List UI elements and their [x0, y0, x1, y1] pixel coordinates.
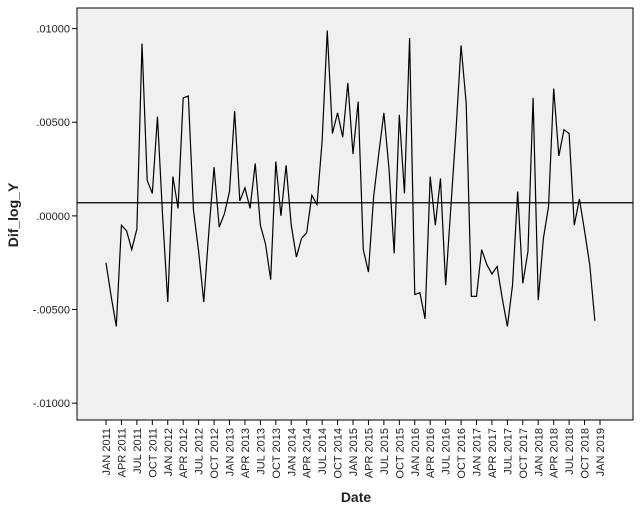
y-tick-label: .00500 — [36, 117, 70, 129]
x-tick-label: JAN 2015 — [348, 428, 360, 476]
data-line — [105, 30, 596, 327]
x-tick-label: JUL 2012 — [194, 428, 206, 475]
y-tick-label: .00000 — [36, 211, 70, 223]
x-tick-label: JUL 2015 — [379, 428, 391, 475]
x-tick-label: APR 2016 — [425, 428, 437, 478]
x-tick-label: APR 2018 — [549, 428, 561, 478]
x-tick-label: APR 2017 — [487, 428, 499, 478]
x-tick-label: OCT 2014 — [333, 428, 345, 479]
x-tick-label: OCT 2012 — [209, 428, 221, 479]
x-tick-label: APR 2014 — [302, 428, 314, 478]
x-tick-label: JUL 2018 — [564, 428, 576, 475]
y-tick-label: -.01000 — [33, 398, 70, 410]
x-tick-label: APR 2015 — [363, 428, 375, 478]
x-tick-label: JAN 2019 — [595, 428, 607, 476]
x-tick-label: JAN 2013 — [225, 428, 237, 476]
x-tick-label: JUL 2013 — [255, 428, 267, 475]
x-tick-label: JAN 2016 — [410, 428, 422, 476]
x-tick-label: JAN 2018 — [533, 428, 545, 476]
y-axis-label: Dif_log_Y — [5, 182, 21, 247]
x-tick-label: JUL 2017 — [502, 428, 514, 475]
x-tick-label: OCT 2018 — [580, 428, 592, 479]
x-tick-label: OCT 2016 — [456, 428, 468, 479]
x-tick-label: OCT 2013 — [271, 428, 283, 479]
x-tick-label: JUL 2014 — [317, 428, 329, 475]
x-tick-label: JAN 2017 — [472, 428, 484, 476]
plot-area — [76, 7, 634, 421]
x-tick-label: JAN 2012 — [163, 428, 175, 476]
x-tick-label: OCT 2015 — [394, 428, 406, 479]
x-axis-label: Date — [341, 489, 372, 505]
x-tick-label: JUL 2016 — [441, 428, 453, 475]
x-tick-label: OCT 2011 — [147, 428, 159, 478]
y-tick-label: .01000 — [36, 24, 70, 36]
x-tick-label: APR 2012 — [178, 428, 190, 478]
x-tick-label: APR 2013 — [240, 428, 252, 478]
x-tick-label: OCT 2017 — [518, 428, 530, 479]
x-tick-label: JUL 2011 — [132, 428, 144, 474]
x-tick-label: JAN 2011 — [101, 428, 113, 476]
y-tick-label: -.00500 — [33, 305, 70, 317]
x-tick-label: JAN 2014 — [286, 428, 298, 476]
x-tick-label: APR 2011 — [116, 428, 128, 477]
